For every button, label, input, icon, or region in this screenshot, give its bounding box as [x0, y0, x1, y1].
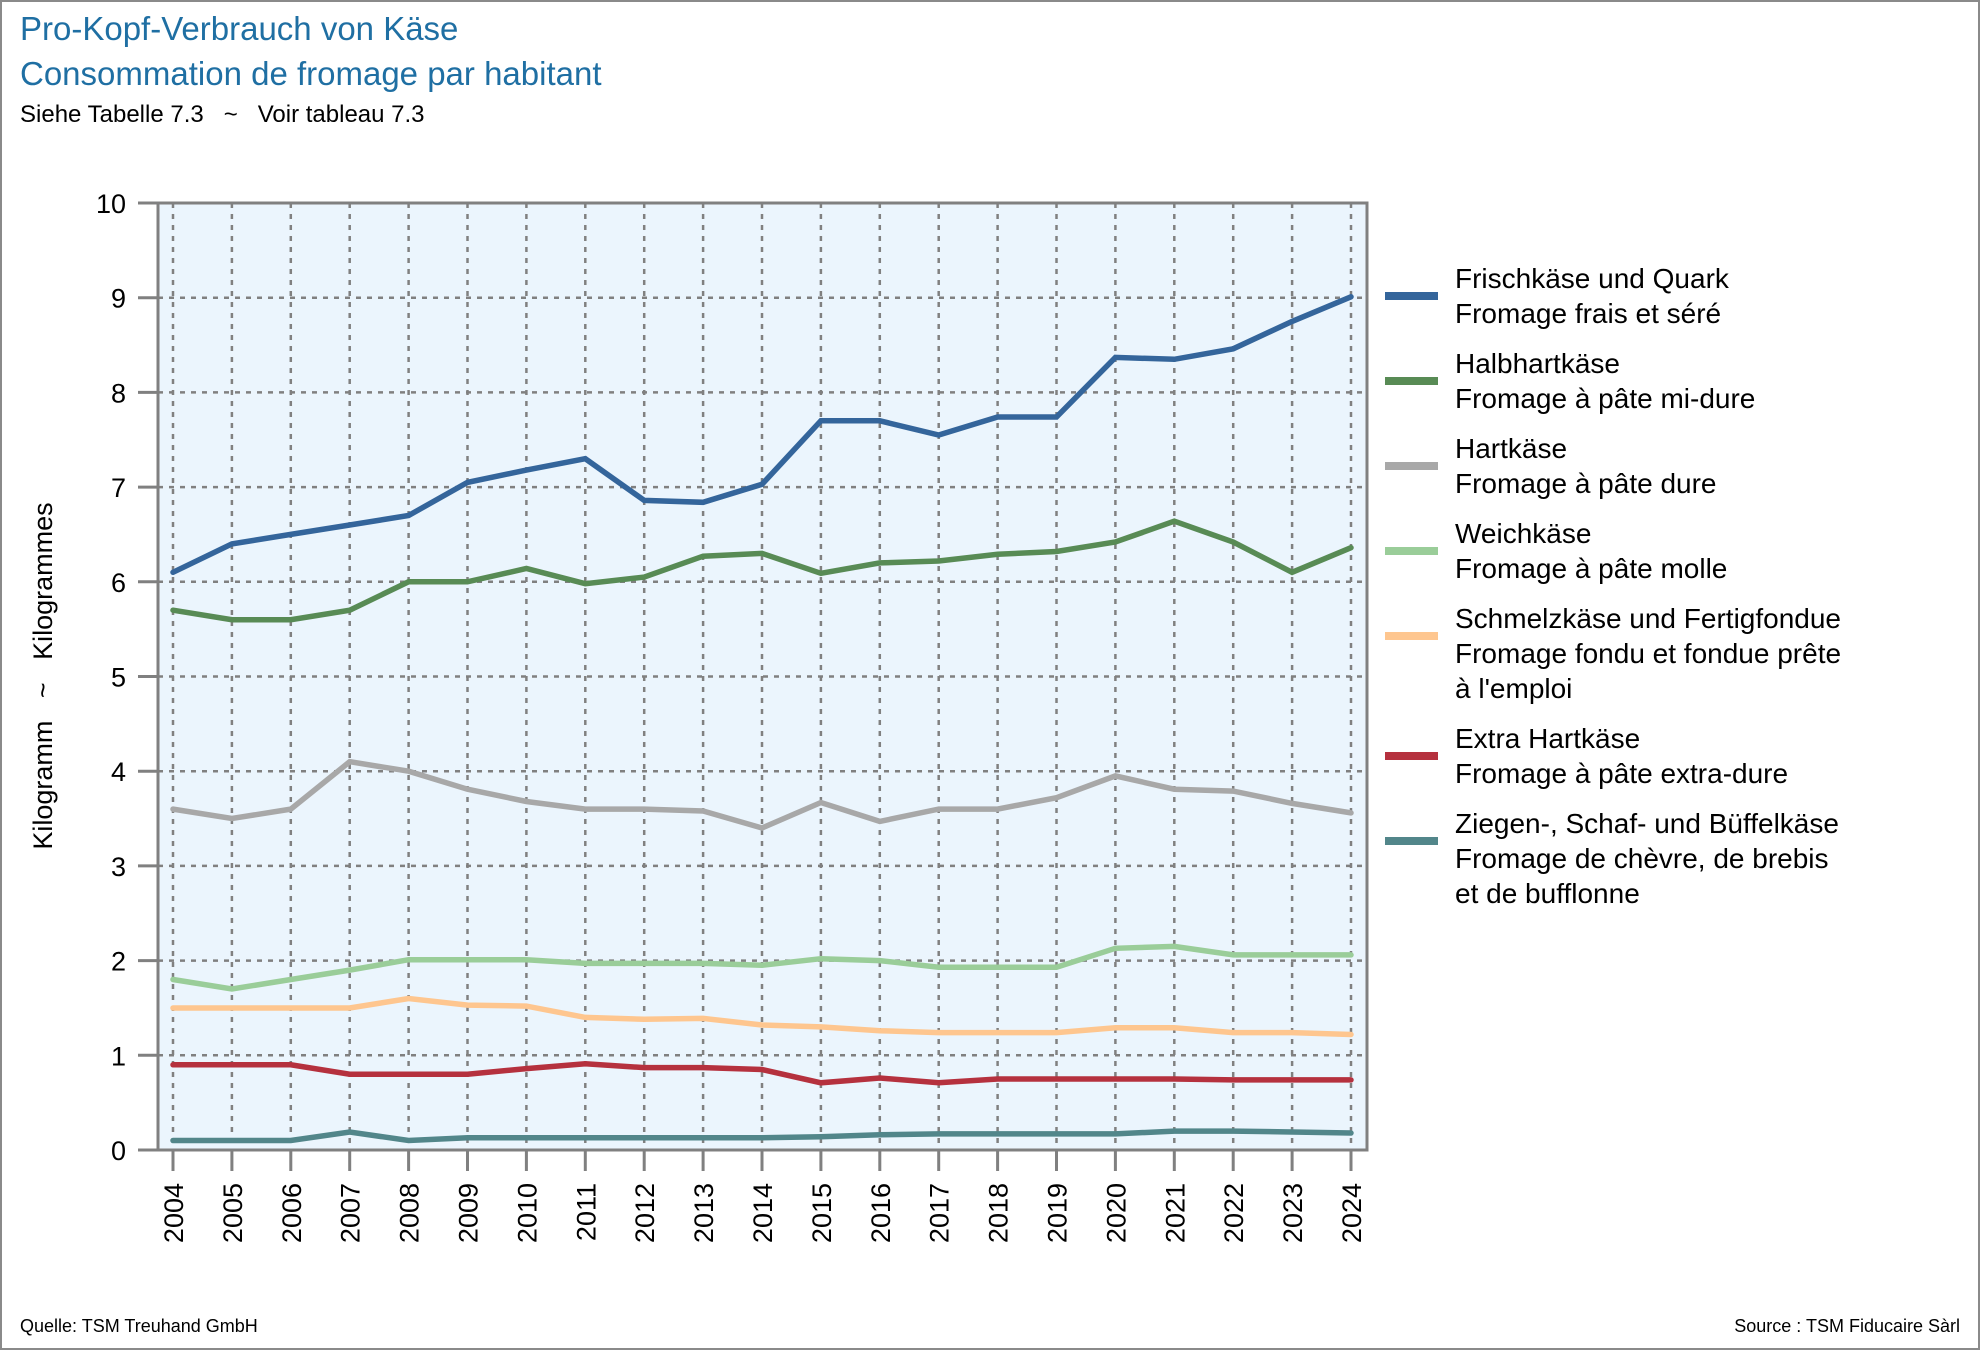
series-line-4	[170, 943, 1354, 992]
legend-label: à l'emploi	[1455, 673, 1572, 704]
x-tick-label: 2022	[1219, 1183, 1249, 1243]
x-tick-label: 2014	[748, 1183, 778, 1243]
x-tick-label: 2008	[395, 1183, 425, 1243]
legend-swatch	[1385, 632, 1438, 640]
x-tick-label: 2009	[454, 1183, 484, 1243]
legend-swatch	[1385, 462, 1438, 470]
series-line-5	[170, 995, 1354, 1038]
y-tick-label: 8	[111, 378, 126, 408]
legend-item-3: Hartkäse Fromage à pâte dure	[1385, 433, 1717, 499]
x-tick-label: 2015	[807, 1183, 837, 1243]
x-tick-label: 2019	[1043, 1183, 1073, 1243]
x-tick-label: 2023	[1278, 1183, 1308, 1243]
x-tick-label: 2012	[630, 1183, 660, 1243]
legend-item-6: Extra Hartkäse Fromage à pâte extra-dure	[1385, 723, 1788, 789]
series-line-1	[170, 294, 1354, 576]
y-tick-label: 1	[111, 1041, 126, 1071]
series-line-6	[170, 1061, 1354, 1086]
x-tick-label: 2007	[336, 1183, 366, 1243]
series-lines	[170, 294, 1354, 1144]
legend-label: Fromage à pâte molle	[1455, 553, 1727, 584]
x-tick-label: 2017	[925, 1183, 955, 1243]
legend-label: Ziegen-, Schaf- und Büffelkäse	[1455, 808, 1839, 839]
legend-swatch	[1385, 752, 1438, 760]
x-axis-ticks: 2004 2005 2006 2007 2008 2009 2010 2011 2012 2013…	[159, 1150, 1367, 1243]
series-line-7	[170, 1128, 1354, 1144]
legend-swatch	[1385, 837, 1438, 845]
legend-item-5: Schmelzkäse und Fertigfondue Fromage fond…	[1385, 603, 1841, 704]
x-tick-label: 2011	[571, 1183, 601, 1241]
legend-item-2: Halbhartkäse Fromage à pâte mi-dure	[1385, 348, 1755, 414]
legend-item-7: Ziegen-, Schaf- und Büffelkäse Fromage de…	[1385, 808, 1839, 909]
y-tick-label: 6	[111, 568, 126, 598]
legend: Frischkäse und Quark Fromage frais et sér…	[1385, 263, 1841, 909]
legend-label: Extra Hartkäse	[1455, 723, 1640, 754]
x-tick-label: 2010	[512, 1183, 542, 1243]
legend-label: Fromage frais et séré	[1455, 298, 1721, 329]
chart-title-fr: Consommation de fromage par habitant	[20, 55, 602, 92]
x-tick-label: 2024	[1337, 1183, 1367, 1243]
y-axis-title: Kilogramm ~ Kilogrammes	[28, 502, 58, 849]
x-tick-label: 2006	[277, 1183, 307, 1243]
legend-swatch	[1385, 547, 1438, 555]
series-line-2	[170, 518, 1354, 623]
legend-label: Schmelzkäse und Fertigfondue	[1455, 603, 1841, 634]
x-tick-label: 2016	[866, 1183, 896, 1243]
legend-label: Hartkäse	[1455, 433, 1567, 464]
legend-label: Halbhartkäse	[1455, 348, 1620, 379]
chart-title-de: Pro-Kopf-Verbrauch von Käse	[20, 10, 459, 47]
x-tick-label: 2018	[984, 1183, 1014, 1243]
legend-label: Fromage à pâte extra-dure	[1455, 758, 1788, 789]
y-tick-label: 4	[111, 757, 126, 787]
legend-swatch	[1385, 377, 1438, 385]
y-tick-label: 10	[96, 189, 126, 219]
y-tick-label: 5	[111, 663, 126, 693]
y-axis-ticks: 0 1 2 3 4 5 6 7 8 9 10	[96, 189, 158, 1166]
legend-label: Weichkäse	[1455, 518, 1591, 549]
legend-item-4: Weichkäse Fromage à pâte molle	[1385, 518, 1727, 584]
x-tick-label: 2005	[218, 1183, 248, 1243]
y-tick-label: 0	[111, 1136, 126, 1166]
legend-label: Fromage à pâte dure	[1455, 468, 1717, 499]
legend-item-1: Frischkäse und Quark Fromage frais et sér…	[1385, 263, 1730, 329]
legend-label: Fromage de chèvre, de brebis	[1455, 843, 1829, 874]
legend-label: Fromage à pâte mi-dure	[1455, 383, 1755, 414]
x-tick-label: 2004	[159, 1183, 189, 1243]
source-de: Quelle: TSM Treuhand GmbH	[20, 1316, 258, 1336]
legend-label: et de bufflonne	[1455, 878, 1640, 909]
x-tick-label: 2013	[689, 1183, 719, 1243]
y-tick-label: 9	[111, 284, 126, 314]
chart-subtitle: Siehe Tabelle 7.3 ~ Voir tableau 7.3	[20, 101, 425, 128]
y-tick-label: 2	[111, 947, 126, 977]
y-tick-label: 7	[111, 473, 126, 503]
legend-swatch	[1385, 292, 1438, 300]
source-fr: Source : TSM Fiducaire Sàrl	[1734, 1316, 1960, 1336]
legend-label: Fromage fondu et fondue prête	[1455, 638, 1841, 669]
x-tick-label: 2021	[1160, 1183, 1190, 1243]
x-tick-label: 2020	[1101, 1183, 1131, 1243]
series-line-3	[170, 758, 1354, 831]
y-tick-label: 3	[111, 852, 126, 882]
legend-label: Frischkäse und Quark	[1455, 263, 1730, 294]
